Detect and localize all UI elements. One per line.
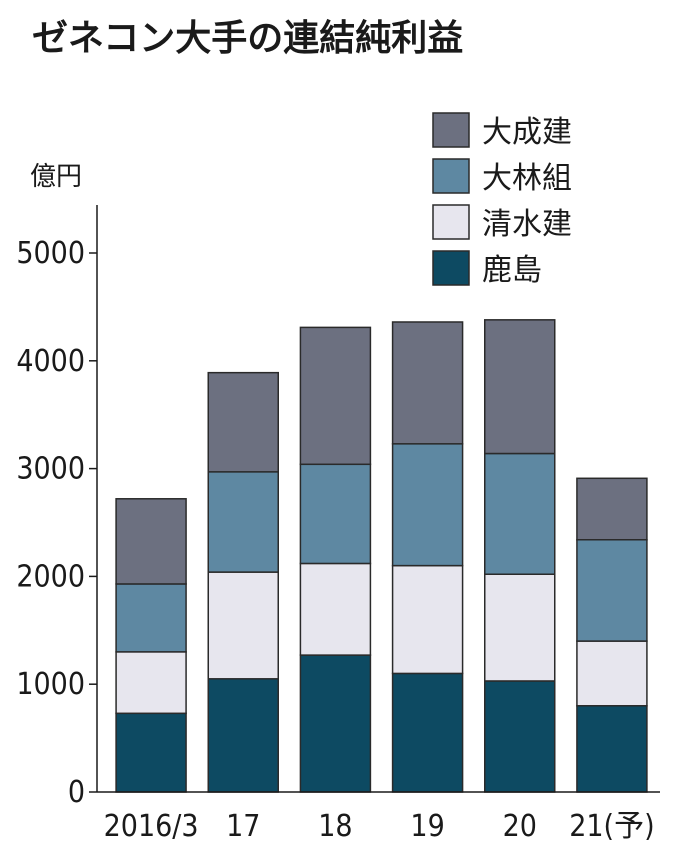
bar-segment [207, 678, 279, 793]
legend-swatch [432, 112, 470, 148]
y-tick-label: 1000 [16, 667, 85, 702]
bar-segment [115, 583, 187, 653]
bar-segment [484, 573, 556, 682]
legend-label: 鹿島 [482, 253, 542, 288]
y-axis-unit-label: 億円 [30, 162, 82, 192]
bar-segment [576, 640, 648, 707]
bar-segment [576, 705, 648, 793]
x-tick-label: 18 [318, 809, 352, 844]
bar-segment [484, 319, 556, 455]
bar-segment [299, 654, 372, 793]
y-tick-label: 4000 [16, 344, 85, 379]
bar-segment [299, 463, 372, 565]
bar-segment [391, 321, 464, 445]
x-tick-label: 19 [410, 809, 444, 844]
legend-label: 大林組 [482, 161, 572, 196]
bar-segment [484, 680, 556, 793]
legend-label: 大成建 [482, 115, 572, 150]
bar-segment [576, 538, 648, 642]
legend-swatch [432, 158, 470, 194]
bar-segment [115, 498, 187, 585]
x-tick-label: 20 [503, 809, 537, 844]
y-axis: 0 1000 2000 3000 4000 5000 [16, 205, 98, 810]
y-tick-label: 0 [68, 775, 85, 810]
bar-segment [484, 452, 556, 575]
chart-title: ゼネコン大手の連結純利益 [32, 18, 463, 59]
bar-segment [391, 672, 464, 793]
bar-segment [299, 562, 372, 656]
bar-segment [115, 712, 187, 793]
x-tick-label: 21(予) [569, 809, 654, 844]
bar-segment [207, 471, 279, 573]
x-axis: 2016/3 17 18 19 20 21(予) [97, 791, 660, 844]
legend-swatch [432, 204, 470, 240]
legend-label: 清水建 [482, 207, 572, 242]
bar-segment [207, 371, 279, 473]
legend-swatch [432, 250, 470, 286]
x-tick-label: 17 [226, 809, 260, 844]
bar-segment [576, 477, 648, 541]
y-tick-label: 2000 [16, 559, 85, 594]
y-tick-label: 5000 [16, 236, 85, 271]
x-tick-label: 2016/3 [104, 809, 199, 844]
bar-segment [299, 326, 372, 466]
bars [115, 319, 648, 793]
bar-segment [391, 443, 464, 567]
bar-segment [391, 564, 464, 675]
bar-segment [115, 651, 187, 715]
bar-segment [207, 571, 279, 680]
y-tick-label: 3000 [16, 452, 85, 487]
